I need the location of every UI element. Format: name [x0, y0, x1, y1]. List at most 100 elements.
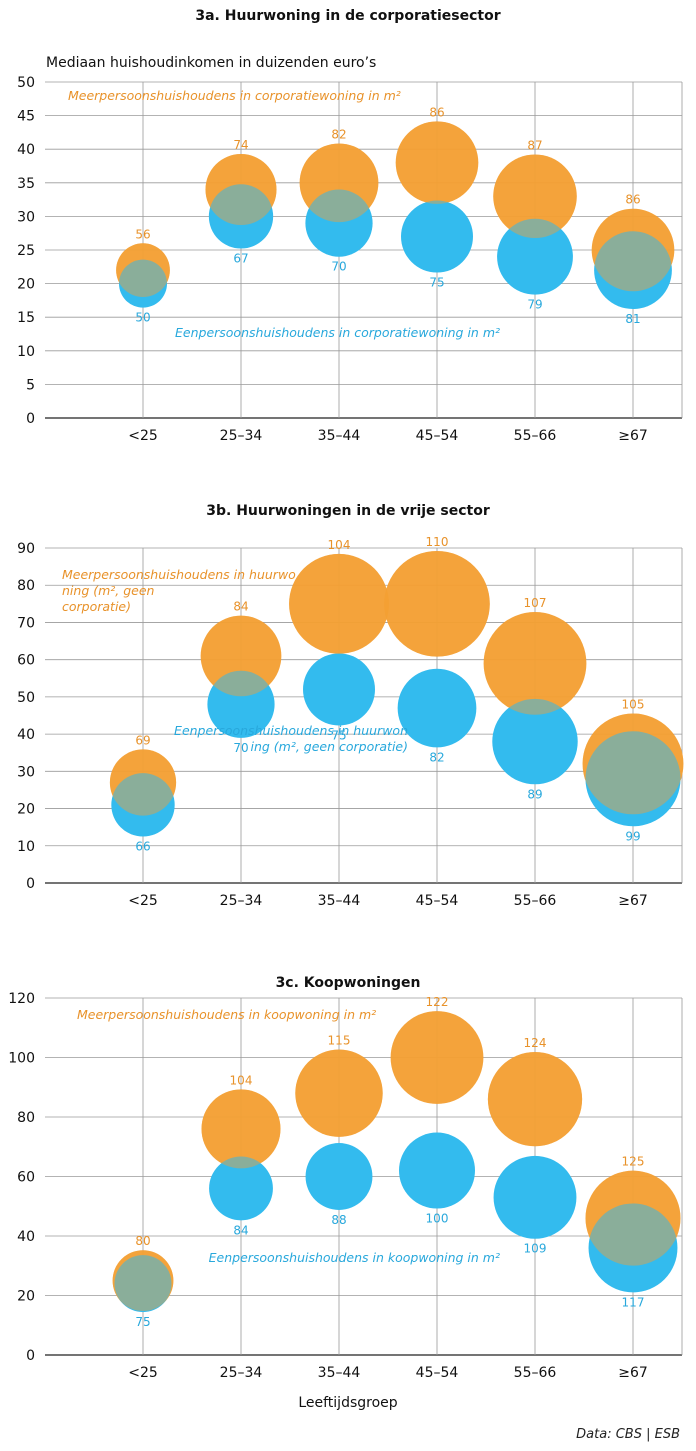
x-tick-label: 25–34: [220, 893, 263, 909]
bubble-blue: [497, 218, 573, 295]
bubble-orange: [384, 551, 490, 657]
bubble-orange-overlay: [201, 1089, 281, 1169]
x-tick-label: 55–66: [514, 428, 557, 440]
y-tick-label: 10: [17, 839, 35, 855]
y-tick-label: 70: [17, 615, 35, 631]
bubble-orange-overlay: [200, 615, 282, 697]
bubble-orange-overlay: [493, 154, 577, 238]
y-tick-label: 10: [17, 344, 35, 360]
data-label-orange: 86: [429, 105, 444, 119]
series-annotation: Meerpersoonshuishoudens in corporatiewon…: [68, 88, 401, 103]
bubble-orange-overlay: [295, 1049, 383, 1137]
y-tick-label: 0: [26, 876, 35, 892]
bubble-blue: [111, 773, 175, 837]
x-tick-label: 45–54: [416, 893, 459, 909]
bubble-blue: [209, 1156, 273, 1221]
bubble-blue: [399, 1132, 475, 1209]
data-label-blue: 75: [135, 1315, 150, 1329]
bubble-orange: [395, 121, 479, 204]
bubble-blue: [492, 698, 578, 785]
bubble-blue: [114, 1255, 172, 1313]
series-annotation: Eenpersoonshuishoudens in corporatiewoni…: [175, 325, 500, 340]
bubble-chart-3a: 0 5 10 15 20 25 30 35 40 45 50 <25 25–34 35–44 45–54 55…: [17, 75, 683, 440]
data-label-orange: 82: [331, 127, 346, 141]
bubble-orange: [295, 1049, 383, 1137]
data-label-blue: 88: [331, 1213, 346, 1227]
data-label-orange: 105: [622, 697, 645, 711]
y-tick-label: 80: [17, 1110, 35, 1126]
data-label-blue: 81: [625, 312, 640, 326]
y-tick-label: 90: [17, 541, 35, 557]
data-label-blue: 117: [622, 1295, 645, 1309]
bubble-orange-overlay: [591, 208, 675, 292]
bubble-blue: [493, 1155, 577, 1239]
data-label-orange: 104: [328, 538, 351, 552]
data-label-orange: 107: [524, 596, 547, 610]
bubble-orange-overlay: [487, 1052, 583, 1147]
data-label-orange: 124: [524, 1036, 547, 1050]
x-tick-label: 35–44: [318, 893, 361, 909]
bubble-orange-overlay: [390, 1011, 484, 1104]
x-tick-label: 45–54: [416, 1365, 459, 1381]
bubble-orange: [289, 553, 389, 654]
bubble-blue: [401, 200, 473, 273]
y-tick-label: 35: [17, 176, 35, 192]
data-label-orange: 69: [135, 733, 150, 747]
bubble-blue: [208, 184, 274, 249]
bubble-orange-overlay: [112, 1250, 174, 1312]
y-tick-label: 30: [17, 764, 35, 780]
data-label-blue: 66: [135, 840, 150, 854]
bubble-orange: [200, 615, 282, 697]
y-tick-label: 40: [17, 727, 35, 743]
x-tick-label: <25: [128, 893, 158, 909]
x-tick-label: ≥67: [618, 1365, 648, 1381]
bubble-blue: [303, 653, 375, 726]
x-tick-label: 35–44: [318, 1365, 361, 1381]
y-tick-label: 60: [17, 653, 35, 669]
x-tick-label: 55–66: [514, 1365, 557, 1381]
bubble-orange-overlay: [299, 143, 379, 223]
bubble-blue: [585, 731, 681, 827]
data-label-blue: 109: [524, 1242, 547, 1256]
x-tick-label: 35–44: [318, 428, 361, 440]
bubble-orange-overlay: [395, 121, 479, 204]
bubble-blue: [594, 231, 672, 310]
data-label-blue: 99: [625, 829, 640, 843]
data-label-orange: 87: [527, 138, 542, 152]
y-tick-label: 30: [17, 209, 35, 225]
x-tick-label: 45–54: [416, 428, 459, 440]
y-tick-label: 100: [8, 1051, 35, 1067]
chart-title-3c: 3c. Koopwoningen: [275, 975, 421, 991]
bubble-blue: [305, 1143, 373, 1210]
data-label-blue: 89: [527, 787, 542, 801]
x-axis-label: Leeftijdsgroep: [298, 1395, 398, 1411]
y-tick-label: 60: [17, 1170, 35, 1186]
y-tick-label: 25: [17, 243, 35, 259]
bubble-chart-3c: 0 20 40 60 80 100 120 <25 25–34 35–44 45–54 55–66 ≥6…: [8, 991, 683, 1381]
data-label-orange: 125: [622, 1155, 645, 1169]
data-label-blue: 70: [331, 260, 346, 274]
y-tick-label: 20: [17, 1289, 35, 1305]
bubble-blue: [305, 189, 373, 257]
series-annotation: Eenpersoonshuishoudens in koopwoning in …: [209, 1250, 500, 1265]
chart-title-3a: 3a. Huurwoning in de corporatiesector: [195, 8, 501, 24]
x-tick-label: 55–66: [514, 893, 557, 909]
series-annotation: Eenpersoonshuishoudens in huurwon ing (m²…: [174, 723, 408, 754]
bubble-chart-3b: 0 10 20 30 40 50 60 70 80 90 <25 25–34 35–44 45–54 55–…: [17, 535, 684, 909]
x-tick-label: ≥67: [618, 893, 648, 909]
x-tick-label: ≥67: [618, 428, 648, 440]
y-tick-label: 50: [17, 690, 35, 706]
y-tick-label: 20: [17, 802, 35, 818]
data-label-orange: 104: [230, 1073, 253, 1087]
bubble-orange-overlay: [483, 612, 587, 715]
chart-title-3b: 3b. Huurwoningen in de vrije sector: [206, 503, 490, 519]
y-tick-label: 0: [26, 1348, 35, 1364]
data-label-orange: 74: [233, 138, 248, 152]
data-label-blue: 70: [233, 741, 248, 755]
data-label-orange: 110: [426, 535, 449, 549]
bubble-orange-overlay: [585, 1170, 681, 1266]
x-tick-label: 25–34: [220, 428, 263, 440]
bubble-orange-overlay: [116, 243, 170, 298]
y-tick-label: 20: [17, 277, 35, 293]
y-tick-label: 120: [8, 991, 35, 1007]
